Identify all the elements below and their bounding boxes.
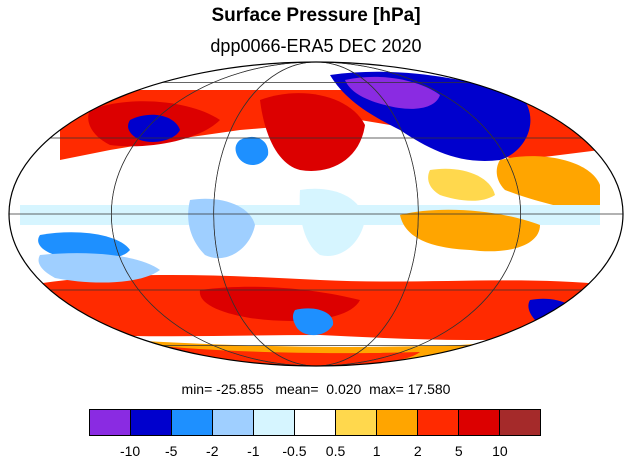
colorbar-tick-label: 2 (413, 443, 422, 459)
colorbar-swatch (295, 410, 336, 435)
mean-value: 0.020 (326, 381, 362, 397)
global-pressure-map (8, 61, 624, 367)
southern-low-1 (292, 308, 334, 336)
colorbar-tick-label: 1 (372, 443, 381, 459)
siberian-low-core (345, 76, 440, 109)
atlantic-low (235, 136, 269, 166)
greenland-high (260, 93, 365, 171)
colorbar-tick-label: -10 (119, 443, 141, 459)
colorbar-swatch (459, 410, 500, 435)
east-asia-high (496, 156, 600, 215)
globe-outline (8, 61, 624, 367)
colorbar-swatch (172, 410, 213, 435)
colorbar-swatch (500, 410, 540, 435)
south-america-neg (188, 198, 255, 259)
colorbar-swatch (377, 410, 418, 435)
min-label: min= (181, 381, 213, 397)
colorbar (89, 409, 541, 436)
colorbar-labels: -10 -5 -2 -1 -0.5 0.5 1 2 5 10 (89, 443, 541, 463)
colorbar-tick-label: 5 (454, 443, 463, 459)
southern-low-2 (528, 298, 582, 329)
statistics-line: min= -25.855 mean= 0.020 max= 17.580 (0, 381, 632, 397)
southern-neg-pacific (38, 253, 161, 283)
colorbar-swatch (131, 410, 172, 435)
max-label: max= (369, 381, 404, 397)
mean-label: mean= (275, 381, 319, 397)
colorbar-tick-label: 10 (492, 443, 508, 459)
pressure-field (9, 62, 623, 366)
max-value: 17.580 (407, 381, 451, 397)
chart-subtitle: dpp0066-ERA5 DEC 2020 (210, 36, 422, 56)
colorbar-tick-label: -0.5 (282, 443, 307, 459)
colorbar-swatch (254, 410, 295, 435)
chart-title: Surface Pressure [hPa] (211, 5, 421, 26)
colorbar-swatch (418, 410, 459, 435)
colorbar-tick-label: -2 (206, 443, 219, 459)
min-value: -25.855 (216, 381, 264, 397)
colorbar-swatch (213, 410, 254, 435)
east-pacific-neg (38, 232, 130, 260)
colorbar-tick-label: -1 (247, 443, 260, 459)
pacific-anomaly-north (428, 168, 495, 201)
colorbar-swatch (336, 410, 377, 435)
colorbar-tick-label: -5 (164, 443, 178, 459)
indian-ocean-high (400, 209, 540, 252)
colorbar-swatch (90, 410, 131, 435)
africa-neg (299, 188, 365, 256)
colorbar-tick-label: 0.5 (325, 443, 346, 459)
